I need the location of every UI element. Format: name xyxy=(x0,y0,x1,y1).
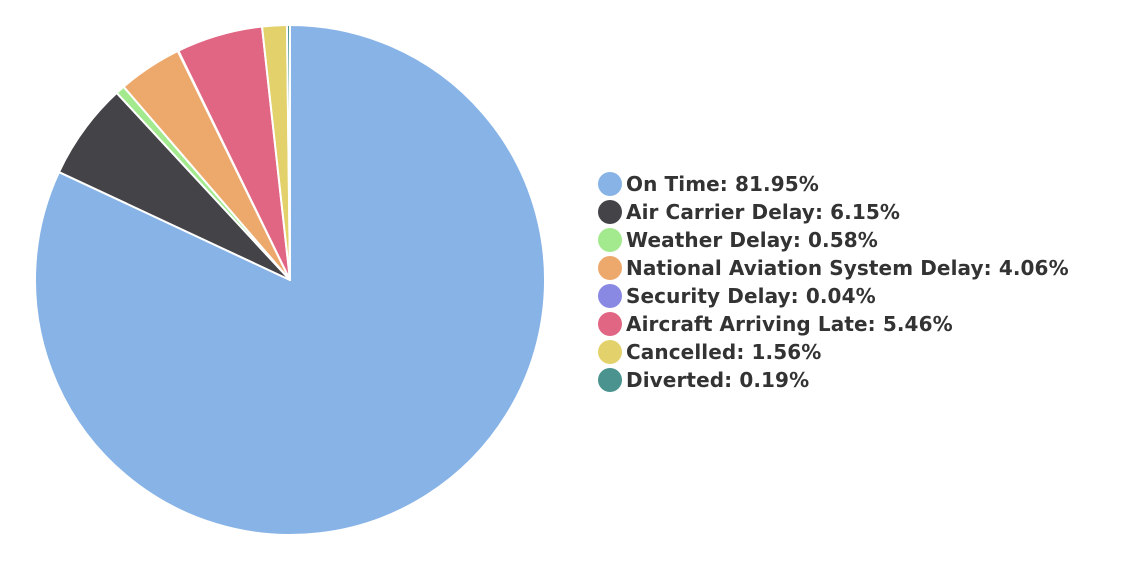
legend-swatch-security-delay xyxy=(598,284,622,308)
pie-slices xyxy=(34,23,546,536)
legend-item-national-aviation-system-delay[interactable]: National Aviation System Delay: 4.06% xyxy=(598,254,1069,282)
legend-label-cancelled: Cancelled: 1.56% xyxy=(626,340,822,364)
legend-item-air-carrier-delay[interactable]: Air Carrier Delay: 6.15% xyxy=(598,198,1069,226)
legend-label-weather-delay: Weather Delay: 0.58% xyxy=(626,228,878,252)
legend-item-cancelled[interactable]: Cancelled: 1.56% xyxy=(598,338,1069,366)
legend-label-national-aviation-system-delay: National Aviation System Delay: 4.06% xyxy=(626,256,1069,280)
legend-swatch-diverted xyxy=(598,368,622,392)
legend-item-diverted[interactable]: Diverted: 0.19% xyxy=(598,366,1069,394)
legend-swatch-aircraft-arriving-late xyxy=(598,312,622,336)
legend-label-diverted: Diverted: 0.19% xyxy=(626,368,810,392)
legend-label-air-carrier-delay: Air Carrier Delay: 6.15% xyxy=(626,200,900,224)
chart-legend: On Time: 81.95% Air Carrier Delay: 6.15%… xyxy=(598,170,1069,394)
legend-label-on-time: On Time: 81.95% xyxy=(626,172,819,196)
legend-label-aircraft-arriving-late: Aircraft Arriving Late: 5.46% xyxy=(626,312,953,336)
legend-swatch-national-aviation-system-delay xyxy=(598,256,622,280)
legend-swatch-on-time xyxy=(598,172,622,196)
legend-item-security-delay[interactable]: Security Delay: 0.04% xyxy=(598,282,1069,310)
pie-slice-diverted[interactable] xyxy=(285,23,291,281)
legend-swatch-cancelled xyxy=(598,340,622,364)
legend-swatch-air-carrier-delay xyxy=(598,200,622,224)
legend-swatch-weather-delay xyxy=(598,228,622,252)
legend-item-on-time[interactable]: On Time: 81.95% xyxy=(598,170,1069,198)
legend-item-aircraft-arriving-late[interactable]: Aircraft Arriving Late: 5.46% xyxy=(598,310,1069,338)
legend-item-weather-delay[interactable]: Weather Delay: 0.58% xyxy=(598,226,1069,254)
legend-label-security-delay: Security Delay: 0.04% xyxy=(626,284,876,308)
pie-plot-area xyxy=(34,23,546,536)
